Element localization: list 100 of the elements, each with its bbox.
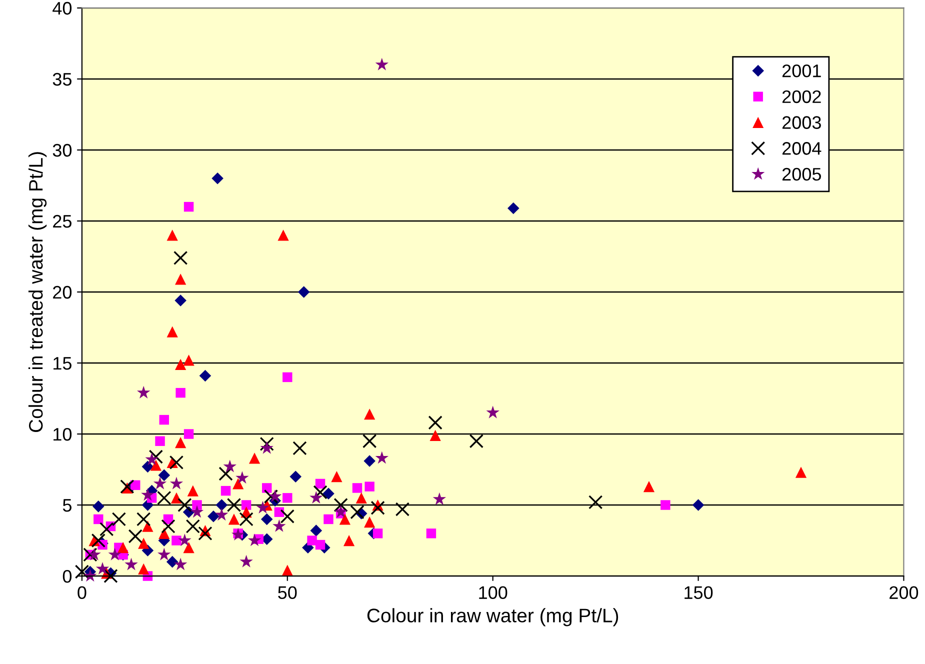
point xyxy=(262,483,272,493)
y-tick-label: 10 xyxy=(54,428,72,441)
point xyxy=(117,542,129,554)
point xyxy=(239,512,254,526)
point xyxy=(175,358,186,370)
point xyxy=(256,500,270,514)
y-tick-label: 35 xyxy=(52,72,72,86)
point xyxy=(158,469,170,482)
point xyxy=(124,558,138,570)
point xyxy=(175,274,186,285)
point xyxy=(272,519,286,532)
point xyxy=(216,499,228,511)
point xyxy=(364,408,376,420)
point xyxy=(138,538,150,549)
point xyxy=(334,505,348,518)
point xyxy=(343,534,355,546)
point xyxy=(282,564,293,576)
point xyxy=(218,466,233,481)
point xyxy=(174,294,186,306)
point xyxy=(364,455,376,467)
point xyxy=(94,514,104,524)
point xyxy=(74,564,90,579)
point xyxy=(356,492,367,504)
point xyxy=(248,534,262,546)
point xyxy=(128,529,142,544)
point xyxy=(268,490,282,502)
point xyxy=(248,452,260,464)
point xyxy=(183,354,194,366)
point xyxy=(352,483,362,493)
point xyxy=(507,202,520,214)
legend-label: 2001 xyxy=(782,64,821,78)
y-tick-label: 15 xyxy=(54,357,72,370)
point xyxy=(166,556,178,568)
point xyxy=(307,536,317,546)
point xyxy=(322,488,334,500)
point xyxy=(158,548,171,560)
point xyxy=(364,516,376,528)
y-tick-label: 5 xyxy=(62,499,72,512)
point xyxy=(166,326,178,338)
point xyxy=(161,519,176,534)
point xyxy=(176,388,186,398)
point xyxy=(432,492,446,505)
point xyxy=(198,526,212,540)
point xyxy=(372,528,383,538)
x-tick-label: 50 xyxy=(278,586,297,600)
point xyxy=(260,513,273,526)
point xyxy=(178,498,192,512)
y-tick-label: 0 xyxy=(62,570,72,583)
point xyxy=(315,478,326,489)
point xyxy=(187,485,198,496)
point xyxy=(183,542,194,554)
point xyxy=(236,471,249,484)
point xyxy=(153,476,167,490)
point xyxy=(166,230,178,241)
point xyxy=(92,500,104,512)
point xyxy=(172,536,182,546)
point xyxy=(220,486,231,496)
y-tick-label: 25 xyxy=(53,214,72,228)
x-tick-label: 0 xyxy=(78,586,86,600)
point xyxy=(240,554,253,568)
point xyxy=(395,502,410,516)
y-tick-label: 30 xyxy=(52,144,72,157)
point xyxy=(290,470,302,483)
point xyxy=(364,482,374,492)
point xyxy=(298,286,310,298)
point xyxy=(334,498,348,512)
y-tick-label: 40 xyxy=(52,2,72,15)
point xyxy=(148,450,163,464)
point xyxy=(178,534,192,546)
point xyxy=(136,386,150,398)
point xyxy=(159,414,169,425)
point xyxy=(469,434,484,448)
point xyxy=(138,563,150,574)
point xyxy=(184,429,194,439)
point xyxy=(212,172,224,184)
point xyxy=(199,370,212,382)
point xyxy=(486,406,500,418)
point xyxy=(310,524,322,536)
point xyxy=(282,372,292,382)
point xyxy=(292,441,307,456)
point xyxy=(692,499,704,511)
point xyxy=(588,495,603,510)
point xyxy=(215,508,228,521)
point xyxy=(264,489,278,504)
point xyxy=(315,540,326,550)
x-tick-label: 100 xyxy=(479,586,508,600)
point xyxy=(795,466,807,478)
point xyxy=(142,460,154,473)
point xyxy=(339,514,350,525)
point xyxy=(643,480,655,492)
point xyxy=(157,490,172,505)
point xyxy=(260,441,274,454)
point xyxy=(362,434,377,448)
point xyxy=(350,505,364,520)
point xyxy=(184,202,194,212)
point xyxy=(241,500,252,510)
point xyxy=(375,451,389,464)
point xyxy=(278,230,289,241)
point xyxy=(112,512,126,526)
point xyxy=(426,528,436,538)
